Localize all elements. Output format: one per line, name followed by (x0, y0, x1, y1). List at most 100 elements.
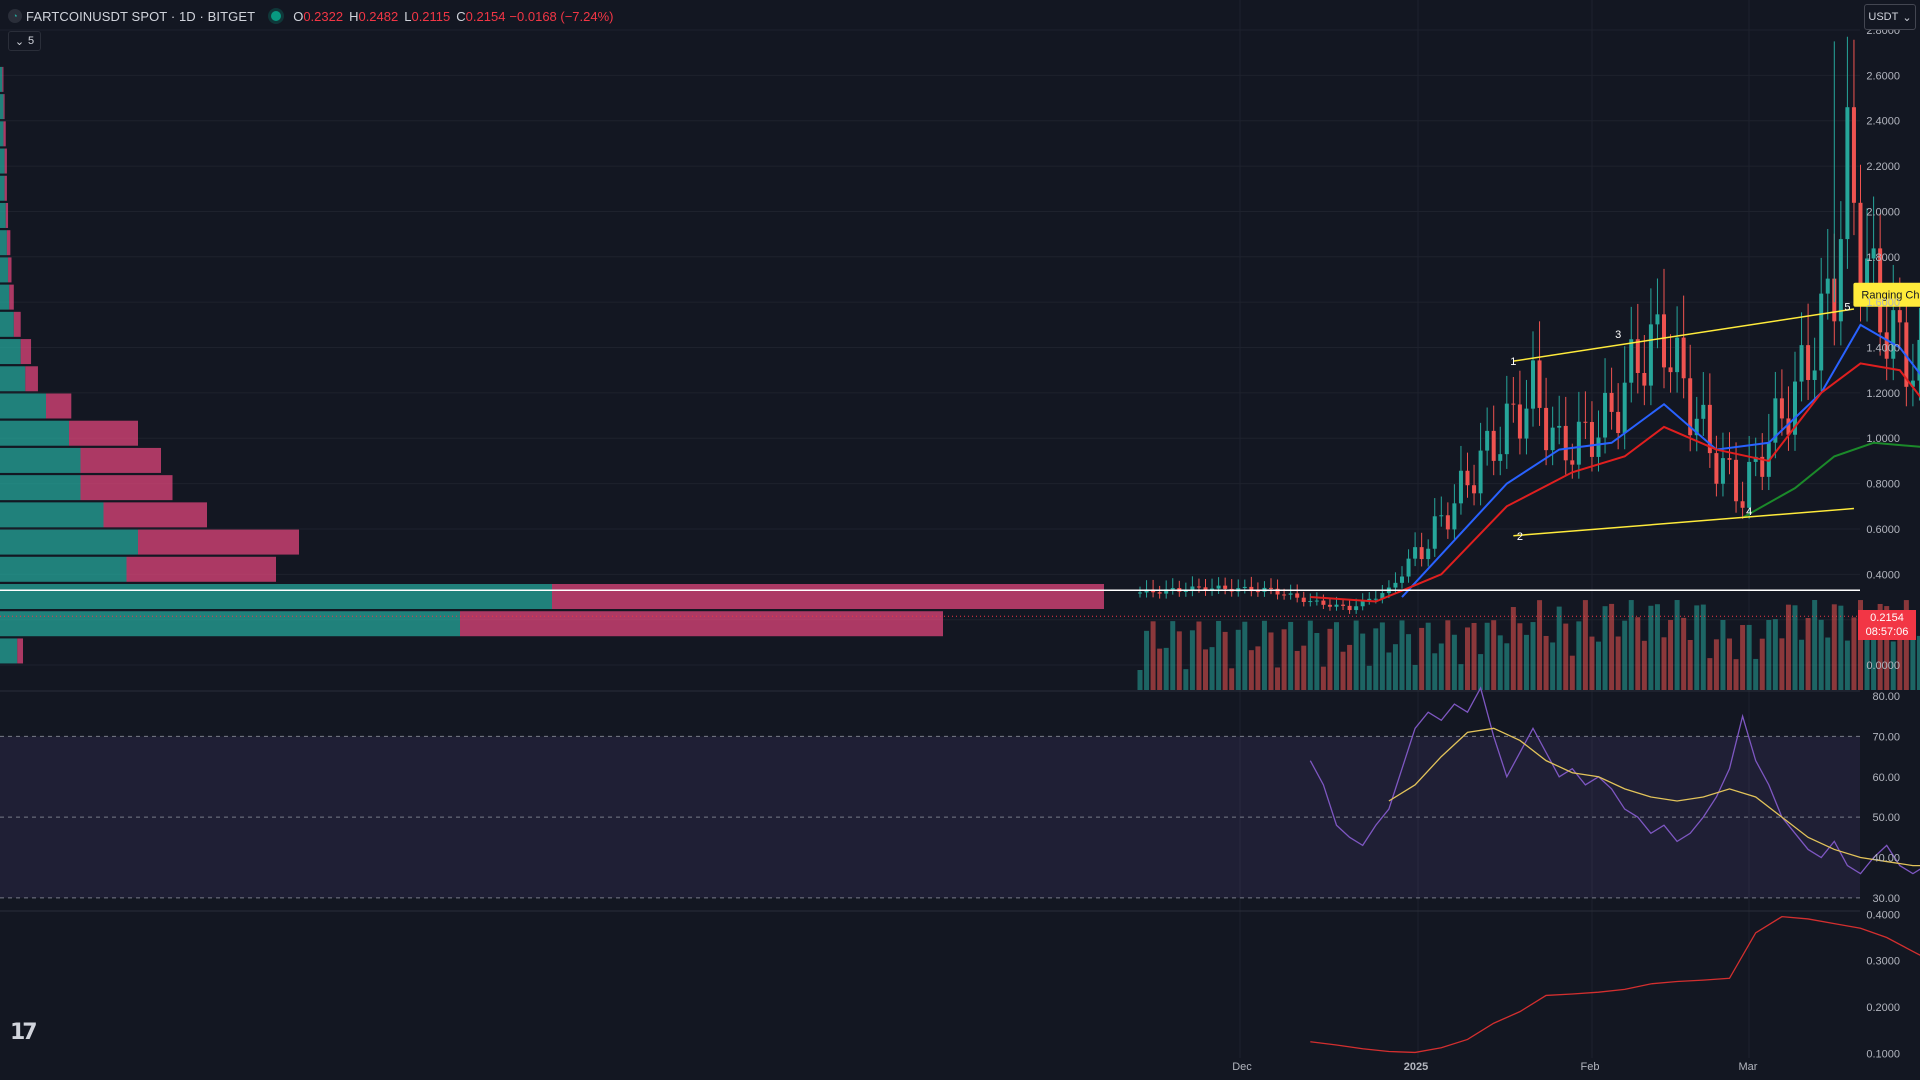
volume-bar (1523, 634, 1529, 690)
horizontal-line (0, 589, 1860, 617)
candle-body (1681, 337, 1686, 379)
channel-line (1513, 507, 1855, 537)
volume-bar (1746, 624, 1752, 690)
volume-bar (1242, 621, 1248, 690)
volume-bar (1510, 607, 1516, 690)
rsi-tick-label: 30.00 (1872, 893, 1900, 905)
volume-bar (1484, 622, 1490, 690)
currency-select[interactable]: USDT ⌄ (1864, 4, 1916, 30)
volume-bar (1314, 633, 1320, 690)
volume-bar (1209, 647, 1215, 690)
volume-bar (1360, 633, 1366, 690)
price-tick-label: 0.4000 (1866, 569, 1900, 581)
volume-bar (1347, 644, 1353, 690)
indicators-toggle-button[interactable]: ⌄ 5 (8, 31, 41, 51)
price-tick-label: 1.6000 (1866, 297, 1900, 309)
candle-body (1485, 430, 1490, 451)
candle-body (1288, 593, 1293, 595)
candle-body (1524, 408, 1529, 439)
candle-body (1380, 593, 1385, 599)
volume-bar (1740, 625, 1746, 690)
currency-label: USDT (1868, 11, 1899, 23)
candle-body (1570, 460, 1575, 465)
candle-body (1793, 381, 1797, 435)
candle-body (1504, 403, 1509, 455)
candle-body (1917, 339, 1920, 381)
candle-body (1662, 314, 1666, 368)
volume-bar (1812, 600, 1818, 690)
volume-bar (1851, 617, 1857, 690)
volume-bar (1858, 600, 1863, 690)
volume-profile-down (2, 66, 4, 92)
volume-bar (1294, 650, 1300, 690)
volume-bar (1916, 635, 1920, 690)
ohlc-open: O0.2322 (293, 8, 344, 24)
volume-bar (1641, 640, 1647, 690)
candle-body (1701, 404, 1706, 419)
volume-bar (1235, 629, 1241, 690)
volume-bar (1831, 604, 1837, 690)
volume-bar (1910, 621, 1916, 690)
candle-body (1557, 425, 1562, 428)
candle-body (1642, 372, 1647, 386)
volume-profile-up (0, 66, 3, 92)
candle-body (1347, 605, 1352, 611)
volume-bar (1268, 632, 1274, 690)
volume-profile-down (103, 502, 207, 528)
candle-body (1452, 503, 1457, 530)
candle-body (1216, 585, 1221, 589)
candle-body (1688, 378, 1693, 436)
volume-profile-down (3, 121, 6, 147)
candle-body (1445, 515, 1450, 530)
market-status-icon (271, 11, 282, 21)
candle-body (1242, 586, 1247, 589)
candle-body (1616, 411, 1621, 434)
channel-point-label: 5 (1844, 302, 1850, 314)
volume-profile-up (0, 230, 7, 256)
candle-body (1648, 324, 1653, 386)
volume-profile-up (0, 175, 5, 201)
symbol-title[interactable]: FARTCOINUSDT SPOT · 1D · BITGET (26, 8, 256, 24)
volume-bar (1720, 620, 1726, 690)
channel-line (1513, 308, 1855, 362)
indicator-tick-label: 0.4000 (1866, 909, 1900, 921)
candle-body (1478, 450, 1483, 494)
volume-bar (1451, 634, 1457, 690)
volume-bar (1890, 641, 1896, 690)
volume-bar (1491, 620, 1497, 690)
candle-body (1635, 339, 1640, 373)
volume-bar (1556, 606, 1562, 690)
volume-bar (1871, 636, 1877, 690)
channel-point-label: 3 (1615, 329, 1621, 341)
candle-body (1694, 418, 1699, 436)
volume-bar (1569, 655, 1575, 690)
volume-bar (1576, 621, 1582, 690)
volume-bar (1582, 600, 1588, 690)
volume-profile-down (126, 556, 276, 582)
candle-body (1786, 418, 1791, 435)
price-tick-label: 1.0000 (1866, 433, 1900, 445)
volume-bar (1805, 618, 1811, 690)
candle-body (1858, 202, 1863, 296)
candle-body (1275, 588, 1280, 595)
candle-body (1760, 456, 1765, 477)
volume-profile-down (8, 257, 12, 283)
symbol-header[interactable]: ◔ FARTCOINUSDT SPOT · 1D · BITGET O0.232… (8, 6, 614, 26)
ema-fast-line (1401, 323, 1920, 598)
candle-body (1367, 598, 1372, 601)
tradingview-logo-icon[interactable]: 17 (10, 1020, 38, 1045)
volume-bar (1334, 622, 1339, 690)
candle-body (1439, 515, 1444, 517)
volume-bar (1183, 669, 1189, 690)
volume-bar (1281, 629, 1287, 690)
ohlc-low: L0.2115 (404, 8, 451, 24)
volume-bar (1497, 635, 1503, 690)
volume-profile-down (25, 366, 38, 392)
candle-body (1472, 485, 1477, 494)
volume-bar (1229, 668, 1235, 690)
candle-body (1400, 576, 1404, 583)
volume-bar (1203, 649, 1208, 690)
volume-bar (1255, 646, 1261, 690)
volume-profile-up (0, 420, 69, 446)
